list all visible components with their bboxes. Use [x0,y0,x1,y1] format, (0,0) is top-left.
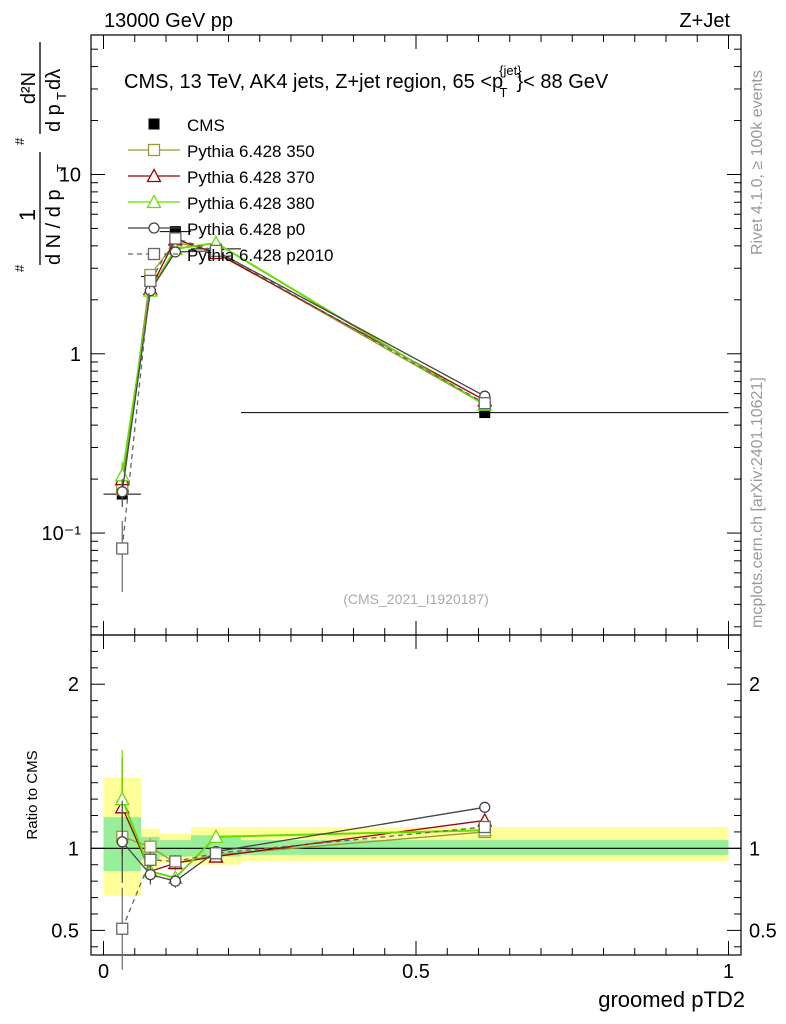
main-panel: 10⁻¹ 1 10 [42,34,742,636]
main-ytick-label: 1 [70,344,81,366]
ratio-band-inner-3 [191,835,241,857]
svg-text:dλ: dλ [43,69,65,90]
main-series-line-4 [121,237,486,549]
ratio-ytick-label: 2 [68,674,79,696]
legend-label-cms: CMS [187,116,225,135]
main-ylabel: # 1 d N / d p T # d²N d p T dλ [12,42,69,272]
cms-point [479,407,491,419]
main-point [209,244,223,258]
main-point [116,542,129,555]
legend-label-2: Pythia 6.428 380 [187,194,315,213]
xtick-label: 0.5 [402,961,430,983]
main-series-line-1 [121,238,486,480]
legend-label-3: Pythia 6.428 p0 [187,220,305,239]
ratio-point [478,820,491,834]
ratio-ylabel: Ratio to CMS [24,750,41,839]
ratio-frame [90,634,742,956]
legend-marker-1 [146,168,162,183]
ratio-ytick-label: 1 [68,838,79,860]
process-label: Z+Jet [679,10,730,32]
ratio-point [116,836,128,848]
main-point [478,397,491,410]
svg-text:d p: d p [43,104,65,132]
ratio-point [116,922,129,935]
legend-label-4: Pythia 6.428 p2010 [187,246,334,265]
ratio-point [144,840,157,853]
legend-marker-4 [147,247,161,261]
ratio-panel: 0 0.5 1 0.5 0.5 1 1 2 2 [51,634,777,983]
ratio-point [479,801,491,813]
xtick-label: 0 [98,961,109,983]
main-point [169,232,182,245]
ratio-point [144,868,157,881]
ratio-point [169,855,182,868]
main-point [144,274,157,288]
legend-marker-3 [148,222,160,234]
main-ytick-label: 10 [59,165,81,187]
svg-text:T: T [54,92,69,100]
energy-label: 13000 GeV pp [104,10,233,32]
main-point [114,467,130,482]
ratio-ytick-label-right: 2 [749,674,760,696]
main-ytick-label: 10⁻¹ [42,523,82,545]
svg-text:T: T [54,164,69,172]
main-point [144,284,157,297]
ratio-point [169,875,182,887]
ratio-ytick-label: 0.5 [51,920,79,942]
svg-text:d N / d p: d N / d p [43,189,65,265]
ratio-band-inner-4 [241,840,729,855]
xtick-label: 1 [723,961,734,983]
rivet-label: Rivet 4.1.0, ≥ 100k events [749,70,766,255]
legend-label-1: Pythia 6.428 370 [187,168,315,187]
plot-title: CMS, 13 TeV, AK4 jets, Z+jet region, 65 … [124,63,609,100]
analysis-watermark: (CMS_2021_I1920187) [343,591,489,607]
mcplots-label: mcplots.cern.ch [arXiv:2401.10621] [749,377,766,628]
main-point [169,246,182,258]
ratio-ytick-label-right: 1 [749,838,760,860]
legend-marker-0 [147,143,161,157]
main-series-line-0 [121,241,486,490]
svg-text:#: # [12,264,27,272]
legend-marker-2 [146,194,162,209]
svg-text:d²N: d²N [18,72,40,104]
legend: CMS Pythia 6.428 350 Pythia 6.428 370 Pythi… [128,116,334,265]
x-axis-label: groomed pTD2 [598,987,745,1012]
legend-marker-cms [148,118,160,130]
svg-text:1: 1 [15,209,40,221]
svg-text:#: # [12,137,27,145]
legend-label-0: Pythia 6.428 350 [187,142,315,161]
ratio-ytick-label-right: 0.5 [749,920,777,942]
ratio-point [208,828,224,843]
ratio-point [209,847,223,860]
main-point [116,486,128,498]
ratio-point [144,853,157,866]
main-series-line-2 [121,241,486,476]
